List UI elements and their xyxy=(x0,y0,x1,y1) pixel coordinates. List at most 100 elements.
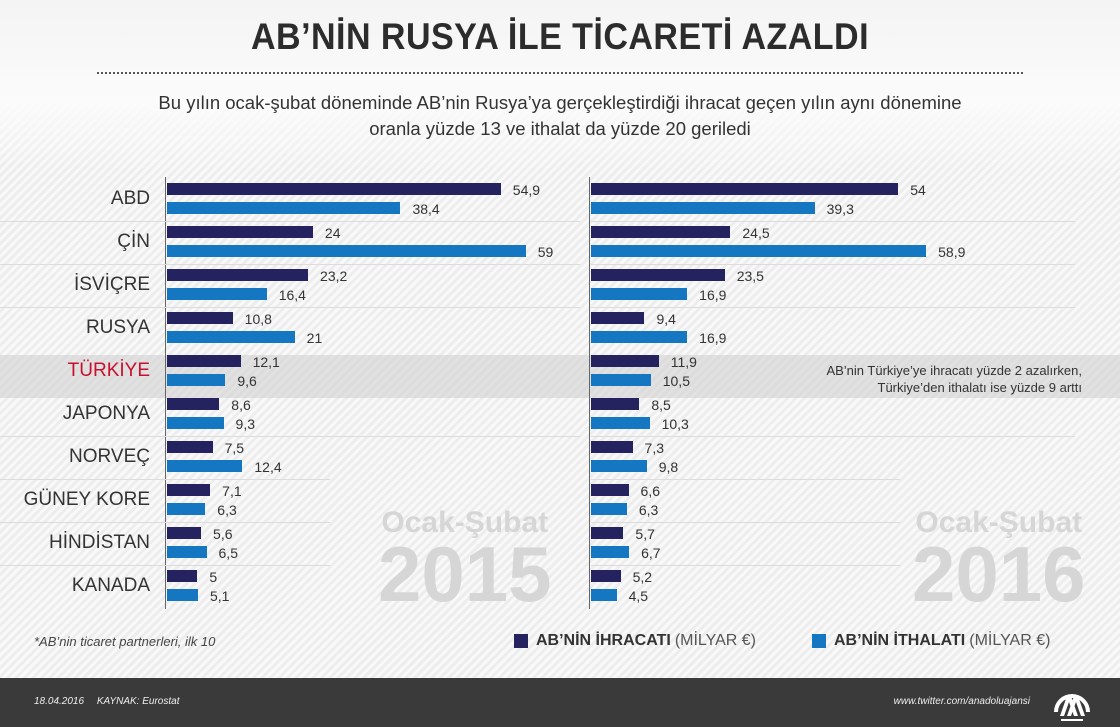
legend-swatch-import xyxy=(812,634,826,648)
row-separator xyxy=(591,307,1075,308)
export-value-label: 9,4 xyxy=(656,311,676,327)
import-value-label: 58,9 xyxy=(938,244,966,260)
import-bar xyxy=(591,202,815,214)
export-value-label: 23,5 xyxy=(736,268,764,284)
category-label: ABD xyxy=(110,188,150,209)
import-value-label: 6,3 xyxy=(638,502,659,518)
export-value-label: 23,2 xyxy=(320,268,348,284)
import-value-label: 21 xyxy=(306,330,323,346)
watermark-1: Ocak-Şubat 2016 xyxy=(912,506,1086,618)
export-value-label: 11,9 xyxy=(670,354,697,370)
import-value-label: 16,9 xyxy=(699,330,727,346)
import-bar xyxy=(591,245,927,257)
y-axis-line-0 xyxy=(165,177,166,609)
import-bar xyxy=(167,460,243,472)
export-bar xyxy=(591,398,640,410)
import-bar xyxy=(167,202,401,214)
export-value-label: 8,6 xyxy=(231,397,251,413)
footer-date: 18.04.2016 xyxy=(34,696,85,707)
export-bar xyxy=(167,484,211,496)
import-bar xyxy=(591,288,688,300)
export-bar xyxy=(591,570,621,582)
export-bar xyxy=(591,226,731,238)
import-value-label: 10,3 xyxy=(661,416,689,432)
export-value-label: 7,1 xyxy=(222,483,242,499)
import-bar xyxy=(591,460,647,472)
export-bar xyxy=(591,484,629,496)
row-separator xyxy=(0,221,580,222)
import-value-label: 6,3 xyxy=(217,502,237,518)
export-value-label: 24 xyxy=(324,225,341,241)
import-value-label: 9,6 xyxy=(237,373,257,389)
anadolu-agency-logo-icon xyxy=(1054,694,1090,721)
import-value-label: 59 xyxy=(537,244,554,260)
annotation-line-1: AB’nin Türkiye’ye ihracatı yüzde 2 azalı… xyxy=(826,363,1082,378)
watermark-year: 2016 xyxy=(912,530,1086,618)
legend-export-unit: (MİLYAR €) xyxy=(674,632,757,649)
legend-export-label: AB’NİN İHRACATI xyxy=(536,632,671,649)
watermark-period: Ocak-Şubat xyxy=(915,506,1083,539)
import-value-label: 39,3 xyxy=(826,201,854,217)
page-title: AB’NİN RUSYA İLE TİCARETİ AZALDI xyxy=(250,16,870,57)
subtitle-line-1: Bu yılın ocak-şubat döneminde AB’nin Rus… xyxy=(158,92,962,113)
import-bar xyxy=(167,288,267,300)
category-label: TÜRKİYE xyxy=(67,360,150,381)
import-value-label: 4,5 xyxy=(628,588,649,604)
title-divider xyxy=(97,72,1023,74)
export-value-label: 54 xyxy=(910,182,926,198)
watermark-0: Ocak-Şubat 2015 xyxy=(378,506,552,614)
export-value-label: 24,5 xyxy=(742,225,770,241)
subtitle: Bu yılın ocak-şubat döneminde AB’nin Rus… xyxy=(0,90,1120,142)
annotation-line-2: Türkiye’den ithalatı ise yüzde 9 arttı xyxy=(877,380,1083,395)
export-bar xyxy=(591,441,633,453)
import-bar xyxy=(167,374,226,386)
watermark-period: Ocak-Şubat xyxy=(381,506,549,539)
export-bar xyxy=(591,183,899,195)
import-bar xyxy=(167,503,206,515)
footer-meta: 18.04.2016 KAYNAK: Eurostat xyxy=(34,696,189,707)
import-value-label: 10,5 xyxy=(662,373,690,389)
twitter-link[interactable]: www.twitter.com/anadoluajansi xyxy=(893,696,1030,707)
subtitle-line-2: oranla yüzde 13 ve ithalat da yüzde 20 g… xyxy=(369,118,751,139)
import-bar xyxy=(167,546,207,558)
category-label: JAPONYA xyxy=(62,403,150,424)
export-bar xyxy=(167,312,233,324)
import-bar xyxy=(591,503,627,515)
export-bar xyxy=(167,398,220,410)
import-bar xyxy=(167,245,526,257)
row-separator xyxy=(591,264,1075,265)
turkiye-annotation: AB’nin Türkiye’ye ihracatı yüzde 2 azalı… xyxy=(796,362,1082,396)
export-bar xyxy=(591,355,659,367)
row-separator xyxy=(591,565,900,566)
import-value-label: 16,9 xyxy=(699,287,727,303)
export-value-label: 5,6 xyxy=(213,526,233,542)
row-separator xyxy=(591,522,900,523)
row-separator xyxy=(591,221,1075,222)
category-label: KANADA xyxy=(71,575,150,596)
legend-import: AB’NİN İTHALATI (MİLYAR €) xyxy=(812,632,1050,650)
row-separator xyxy=(0,522,330,523)
import-bar xyxy=(591,374,651,386)
legend-import-label: AB’NİN İTHALATI xyxy=(834,632,966,649)
import-value-label: 6,7 xyxy=(641,545,661,561)
export-bar xyxy=(591,269,725,281)
category-label: NORVEÇ xyxy=(69,446,150,467)
import-value-label: 12,4 xyxy=(254,459,282,475)
export-bar xyxy=(167,441,213,453)
row-separator xyxy=(591,436,1075,437)
category-label: ÇİN xyxy=(117,231,150,252)
export-value-label: 10,8 xyxy=(244,311,272,327)
category-label: GÜNEY KORE xyxy=(23,489,150,510)
category-label: RUSYA xyxy=(85,317,150,338)
legend-import-unit: (MİLYAR €) xyxy=(969,632,1051,649)
export-bar xyxy=(167,269,309,281)
export-value-label: 6,6 xyxy=(640,483,661,499)
row-separator xyxy=(0,479,330,480)
legend-export: AB’NİN İHRACATI (MİLYAR €) xyxy=(514,632,756,650)
import-value-label: 6,5 xyxy=(218,545,238,561)
row-separator xyxy=(591,479,900,480)
import-value-label: 38,4 xyxy=(412,201,440,217)
import-bar xyxy=(591,546,630,558)
export-bar xyxy=(167,355,241,367)
row-separator xyxy=(0,436,580,437)
